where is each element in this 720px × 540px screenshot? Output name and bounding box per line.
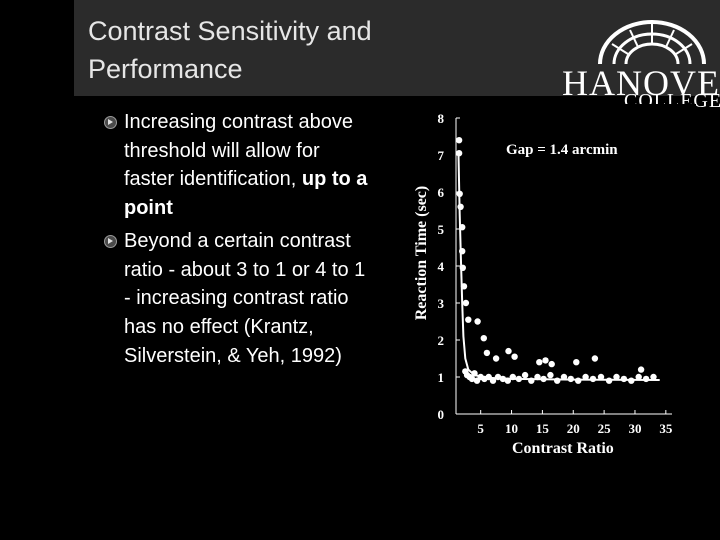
logo-arch-icon	[598, 20, 706, 65]
data-point	[589, 375, 597, 383]
data-point	[511, 353, 518, 360]
bullet-item-2: Beyond a certain contrast ratio - about …	[104, 227, 374, 371]
data-point	[542, 357, 549, 364]
data-point	[504, 377, 511, 384]
fit-curve-line	[457, 154, 660, 381]
data-point	[605, 377, 613, 384]
data-point	[642, 375, 650, 383]
data-point	[474, 318, 481, 325]
bullet-item-1: Increasing contrast above threshold will…	[104, 108, 374, 223]
data-point	[455, 150, 463, 157]
data-point	[620, 375, 628, 383]
logo-word: HANOVER	[562, 63, 720, 103]
x-tick-label: 30	[628, 421, 641, 436]
data-point	[540, 375, 547, 383]
y-tick-label: 4	[438, 259, 445, 274]
data-point	[521, 371, 529, 379]
data-point	[597, 373, 605, 381]
data-point	[460, 283, 468, 290]
y-tick-label: 6	[438, 185, 445, 200]
data-point	[575, 377, 582, 384]
data-point	[591, 355, 599, 362]
data-point	[637, 366, 645, 373]
data-point	[567, 375, 574, 383]
x-axis-title: Contrast Ratio	[512, 440, 614, 457]
data-point	[650, 373, 657, 381]
bullet-list: Increasing contrast above threshold will…	[104, 108, 374, 374]
data-point	[505, 347, 512, 355]
data-point	[534, 373, 541, 381]
data-point	[635, 373, 642, 381]
y-tick-label: 8	[438, 111, 445, 126]
x-tick-label: 15	[536, 421, 550, 436]
data-point	[613, 373, 620, 381]
data-point	[489, 377, 497, 384]
data-point	[547, 371, 554, 379]
data-point	[459, 224, 466, 231]
data-point	[628, 377, 635, 384]
data-point	[536, 359, 543, 366]
data-point	[582, 373, 589, 381]
data-point	[494, 373, 502, 381]
bullet-1-bold-text: up to a point	[124, 168, 368, 220]
data-point	[459, 264, 466, 271]
y-tick-label: 7	[438, 148, 445, 163]
data-point	[485, 373, 492, 381]
chart-annotation: Gap = 1.4 arcmin	[506, 142, 618, 158]
y-tick-label: 3	[438, 296, 445, 311]
data-point	[528, 377, 535, 384]
y-axis-title: Reaction Time (sec)	[413, 185, 430, 321]
data-point	[492, 355, 500, 362]
data-point	[457, 203, 464, 210]
data-point	[548, 360, 555, 368]
data-point	[480, 335, 487, 342]
y-tick-label: 2	[438, 333, 445, 348]
bullet-arrow-icon	[104, 234, 117, 248]
y-tick-label: 0	[438, 407, 445, 422]
data-point	[456, 190, 463, 197]
title-band	[0, 0, 720, 96]
x-tick-label: 10	[505, 421, 518, 436]
data-point	[560, 373, 568, 381]
data-point	[499, 375, 507, 383]
x-tick-label: 35	[659, 421, 673, 436]
data-point	[465, 316, 472, 323]
data-point	[462, 299, 470, 307]
data-point	[459, 248, 466, 255]
bullet-1-text: Increasing contrast above threshold will…	[124, 111, 354, 191]
data-point	[573, 359, 580, 366]
hanover-college-logo: HANOVER COLLEGE	[558, 14, 720, 112]
data-point	[554, 377, 561, 384]
slide-title-line-2: Performance	[88, 54, 243, 84]
bullet-2-text: Beyond a certain contrast ratio - about …	[124, 229, 366, 367]
slide-title: Contrast Sensitivity and Performance	[88, 12, 428, 88]
data-point	[483, 349, 491, 357]
slide-title-line-1: Contrast Sensitivity and	[88, 16, 372, 46]
bullet-arrow-icon	[104, 116, 117, 129]
data-point	[515, 375, 523, 383]
data-point	[471, 370, 478, 377]
x-tick-label: 20	[567, 421, 580, 436]
scatter-chart: 0 1 2 3 4 5 6 7 8 5 10 15 20 25 30 35	[438, 111, 673, 436]
x-tick-label: 5	[477, 421, 484, 436]
data-point	[509, 373, 516, 381]
data-point	[468, 375, 476, 383]
chart-panel: 0 1 2 3 4 5 6 7 8 5 10 15 20 25 30 35 Gap = 1.4 arcmin …	[402, 104, 696, 476]
y-tick-label: 1	[438, 370, 445, 385]
data-point	[455, 137, 463, 144]
y-tick-label: 5	[438, 222, 445, 237]
x-tick-label: 25	[598, 421, 612, 436]
